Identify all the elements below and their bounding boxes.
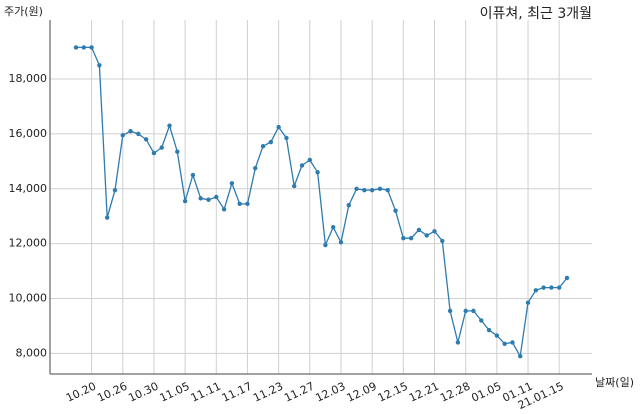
price-point [97,63,102,68]
x-tick-label: 12.21 [407,380,441,405]
price-point [190,172,196,178]
x-axis-label: 날짜(일) [595,375,634,389]
x-tick-label: 11.17 [220,380,254,405]
price-point [206,197,211,202]
price-point [455,340,461,345]
price-point [89,45,94,50]
price-point [292,183,297,189]
y-tick-label: 14,000 [9,182,48,195]
price-point [245,201,250,207]
price-point [564,275,570,281]
price-point [284,135,289,141]
x-tick-label: 12.03 [313,380,347,405]
price-point [112,187,118,193]
price-point [221,207,227,212]
price-point [557,285,562,290]
price-point [385,187,390,193]
y-tick-label: 10,000 [9,292,48,305]
x-tick-label: 10.20 [64,380,98,405]
price-point [330,224,336,230]
price-point [260,144,266,149]
price-point [229,181,235,186]
price-point [151,150,157,156]
x-tick-label: 10.26 [95,380,129,405]
price-point [486,327,492,333]
price-point [494,333,500,338]
price-point [276,124,281,130]
price-point [299,163,305,168]
x-tick-label: 01.05 [469,380,503,405]
price-point [369,187,375,193]
price-point [354,186,359,191]
y-tick-label: 8,000 [16,346,48,359]
price-point [136,131,141,137]
price-point [167,123,172,128]
price-point [401,235,406,241]
price-point [424,233,429,238]
price-point [416,227,422,233]
x-tick-label: 10.30 [126,380,160,405]
price-point [408,235,414,241]
price-line [76,46,568,359]
price-point [143,137,149,142]
price-point [447,308,453,314]
price-point [73,45,79,50]
x-tick-label: 12.15 [376,380,410,405]
price-point [518,353,523,359]
price-point [525,300,531,305]
price-point [120,133,125,138]
price-point [533,288,539,293]
price-point [338,240,344,245]
price-point [440,238,445,244]
x-tick-label: 11.23 [251,380,285,405]
price-point [253,165,258,171]
price-point [377,186,383,191]
x-tick-label: 11.27 [282,380,316,405]
price-point [502,341,507,347]
price-point [432,229,437,234]
price-point [268,139,274,145]
y-tick-label: 12,000 [9,237,48,250]
price-point [471,308,476,314]
price-point [104,215,110,220]
price-point [182,198,188,204]
price-point [81,45,86,50]
price-point [198,196,203,201]
price-point [315,170,320,175]
price-point [549,285,554,290]
price-point [175,149,180,154]
price-point [393,208,398,213]
price-point [346,203,351,208]
price-point [323,242,328,248]
price-point [541,285,546,290]
y-axis-label: 주가(원) [4,5,43,18]
x-tick-label: 12.09 [345,380,379,405]
price-point [362,187,367,193]
x-tick-label: 11.11 [189,380,223,405]
price-point [128,128,133,134]
x-tick-label: 12.28 [438,380,472,405]
price-point [510,340,515,345]
price-point [237,201,242,207]
price-point [159,145,164,150]
price-point [463,308,468,314]
price-point [214,194,219,200]
price-point [307,157,313,163]
y-tick-label: 16,000 [9,127,48,140]
price-point [479,318,484,323]
chart-title: 이퓨쳐, 최근 3개월 [480,6,592,22]
y-tick-label: 18,000 [9,72,48,85]
x-tick-label: 11.05 [158,380,192,405]
